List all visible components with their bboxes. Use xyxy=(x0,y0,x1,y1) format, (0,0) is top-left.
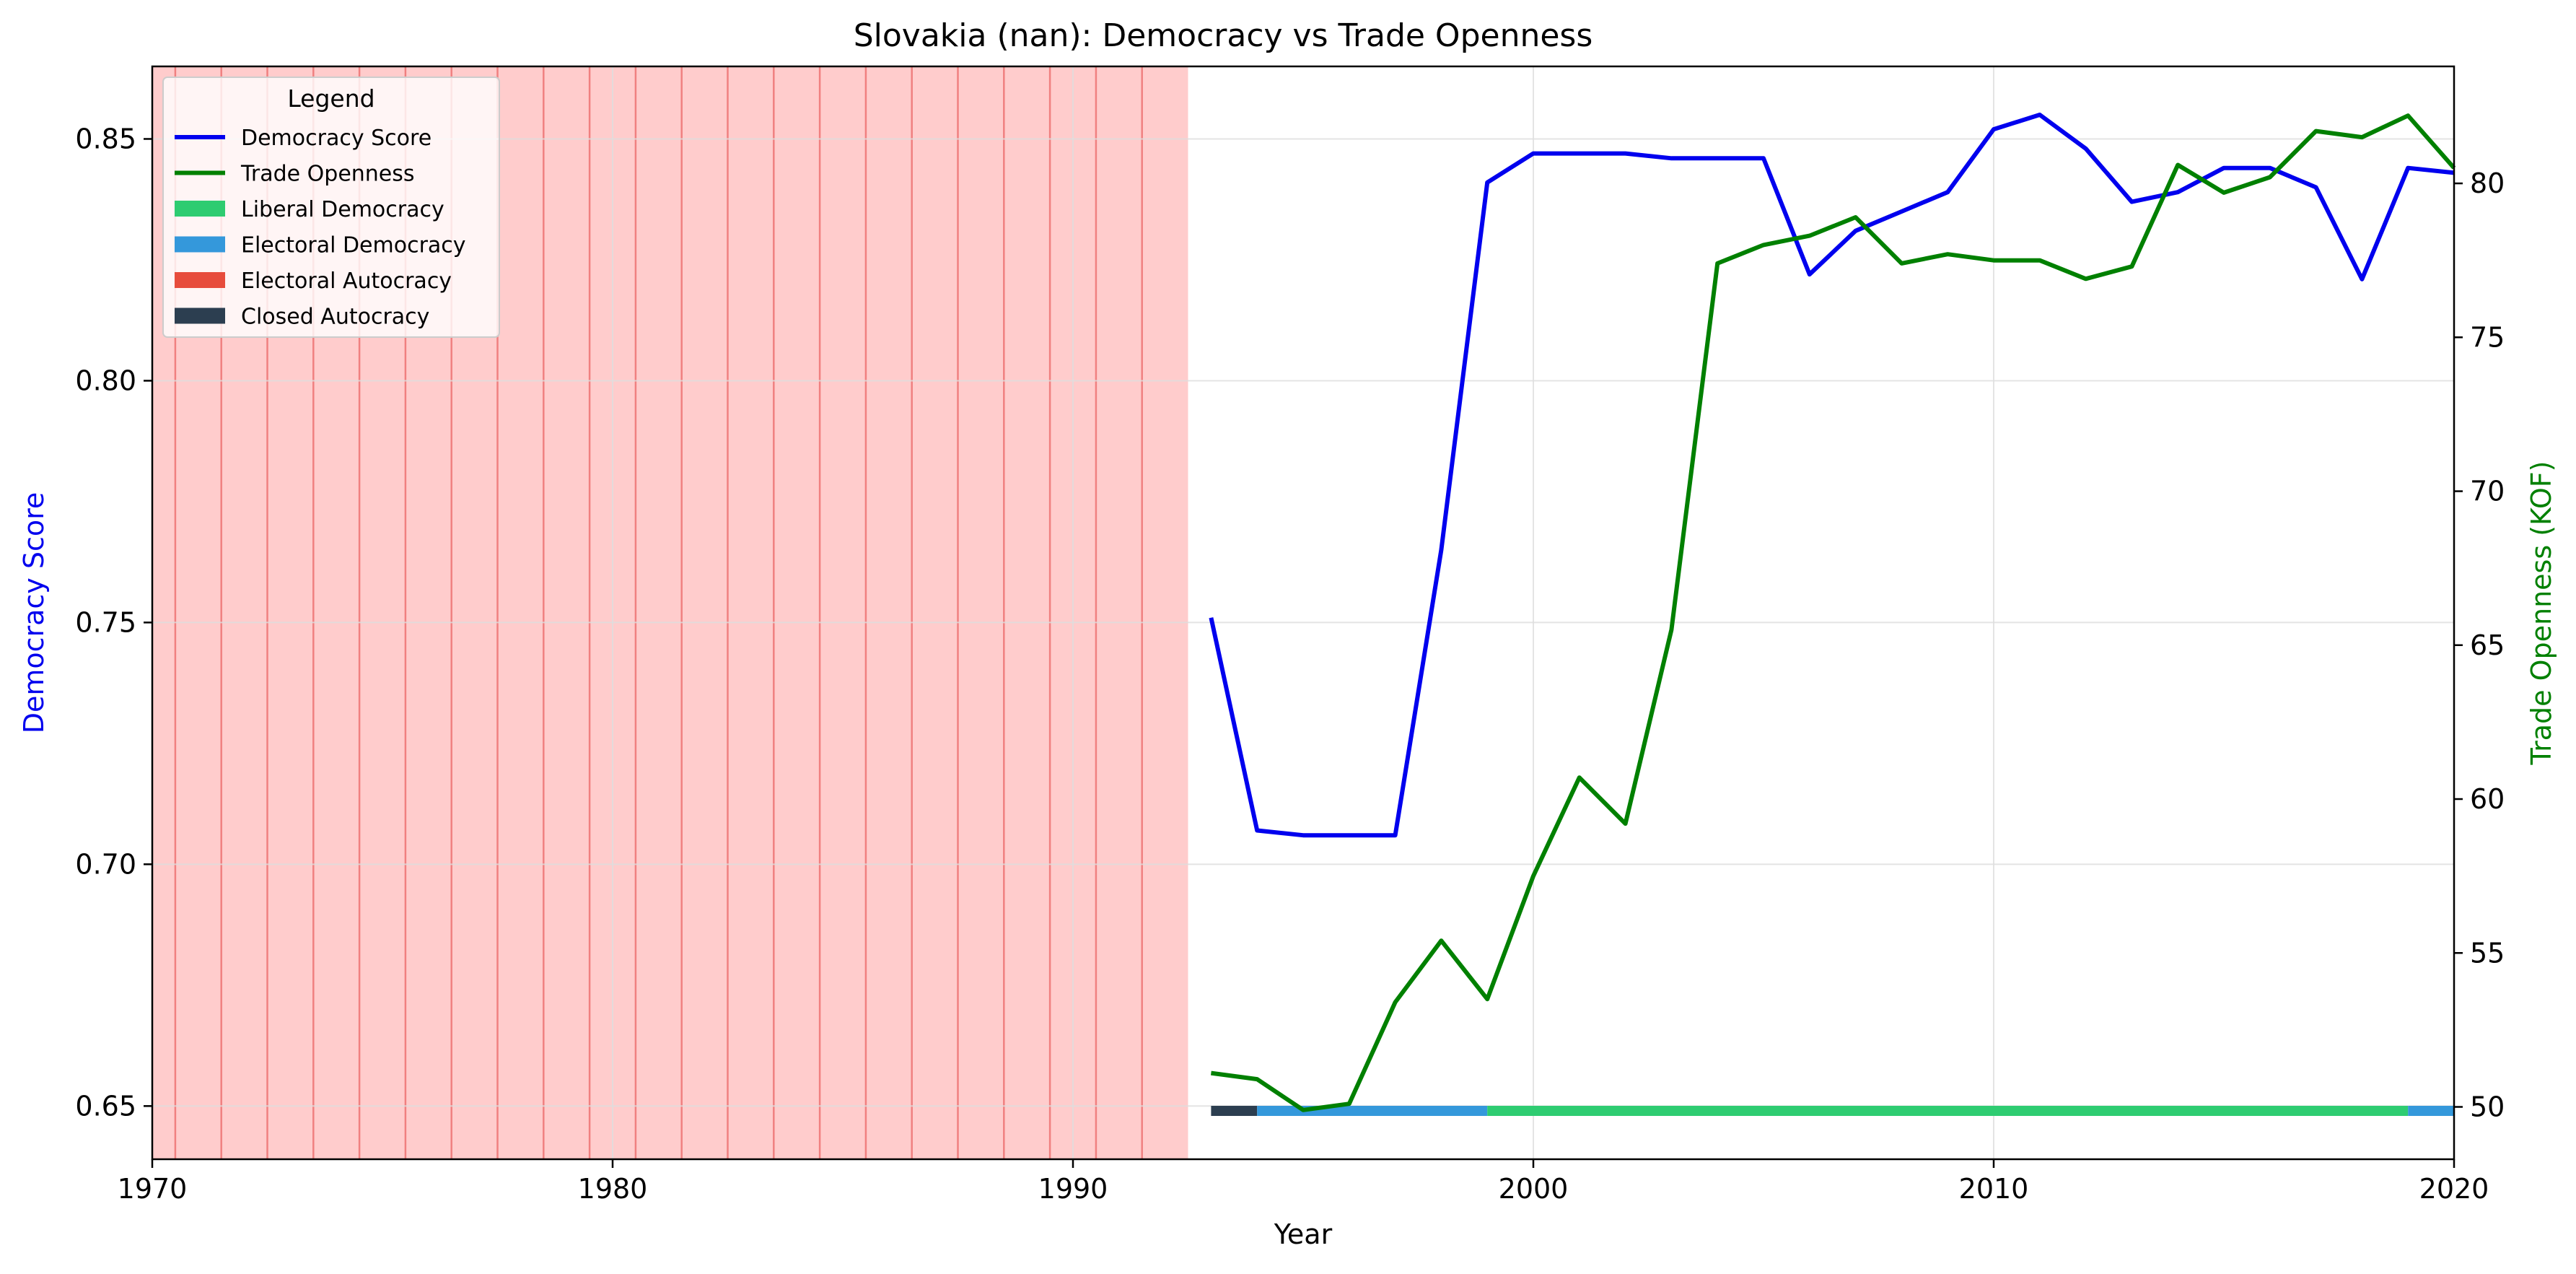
y-axis-right-label: Trade Openness (KOF) xyxy=(2525,461,2557,765)
y-right-tick-label: 50 xyxy=(2470,1091,2505,1122)
y-left-tick-label: 0.80 xyxy=(75,365,136,396)
legend-label: Closed Autocracy xyxy=(241,305,429,330)
y-right-tick-label: 75 xyxy=(2470,321,2505,353)
x-tick-label: 2020 xyxy=(2419,1173,2489,1205)
y-right-tick-label: 80 xyxy=(2470,167,2505,199)
legend-label: Liberal Democracy xyxy=(241,197,444,222)
y-left-tick-label: 0.75 xyxy=(75,606,136,638)
legend-swatch-patch xyxy=(175,201,225,217)
y-right-tick-label: 65 xyxy=(2470,629,2505,661)
y-right-tick-label: 60 xyxy=(2470,783,2505,815)
y-left-tick-label: 0.65 xyxy=(75,1090,136,1122)
legend-swatch-patch xyxy=(175,272,225,288)
legend-label: Trade Openness xyxy=(240,162,415,187)
legend: Legend Democracy Score Trade Openness Libe… xyxy=(162,77,500,338)
x-tick-label: 1970 xyxy=(118,1173,188,1205)
legend-box xyxy=(162,77,500,338)
legend-title: Legend xyxy=(287,84,374,113)
x-axis-label: Year xyxy=(1274,1218,1333,1250)
x-tick-label: 1980 xyxy=(578,1173,648,1205)
regime-segment xyxy=(2408,1106,2454,1117)
plot-frame xyxy=(151,65,2455,1161)
regime-segment xyxy=(1257,1106,1488,1117)
y-right-tick-label: 70 xyxy=(2470,476,2505,507)
y-axis-left: 0.65 0.70 0.75 0.80 0.85 xyxy=(75,123,152,1122)
regime-segment xyxy=(1487,1106,2409,1117)
legend-swatch-patch xyxy=(175,236,225,253)
y-left-tick-label: 0.70 xyxy=(75,848,136,880)
y-axis-right: 50 55 60 65 70 75 80 xyxy=(2454,167,2505,1122)
y-left-tick-label: 0.85 xyxy=(75,123,136,154)
x-tick-label: 2010 xyxy=(1959,1173,2029,1205)
legend-swatch-patch xyxy=(175,307,225,324)
legend-label: Electoral Autocracy xyxy=(241,269,452,294)
regime-bar xyxy=(1211,1106,2454,1117)
x-tick-label: 2000 xyxy=(1499,1173,1569,1205)
x-axis: 1970 1980 1990 2000 2010 2020 xyxy=(118,1159,2489,1205)
series-line xyxy=(1209,113,2455,838)
y-axis-left-label: Democracy Score xyxy=(18,492,50,734)
series-line xyxy=(1211,113,2456,1112)
series-layer xyxy=(1209,113,2456,1112)
legend-label: Electoral Democracy xyxy=(241,233,466,258)
x-tick-label: 1990 xyxy=(1038,1173,1108,1205)
y-right-tick-label: 55 xyxy=(2470,937,2505,969)
chart-title: Slovakia (nan): Democracy vs Trade Openn… xyxy=(854,17,1593,54)
legend-label: Democracy Score xyxy=(241,126,431,151)
regime-segment xyxy=(1211,1106,1258,1117)
